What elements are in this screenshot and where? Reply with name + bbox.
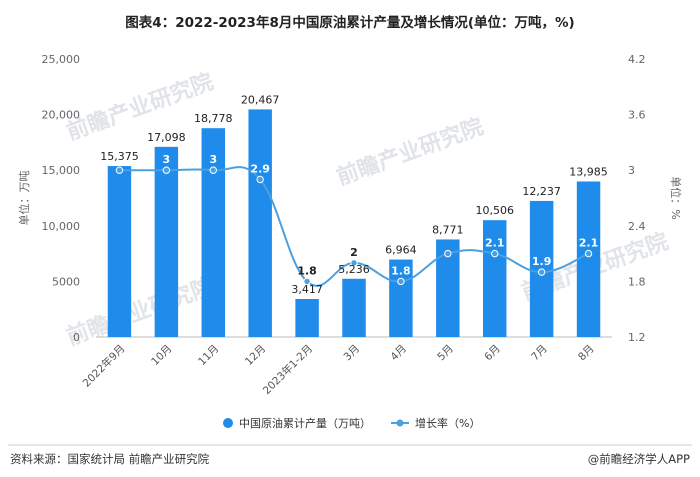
line-value-label: 3 xyxy=(209,153,217,166)
x-tick-label: 3月 xyxy=(341,343,362,364)
line-point xyxy=(444,249,452,258)
x-tick-label: 4月 xyxy=(388,343,409,364)
y-left-tick-label: 5000 xyxy=(52,275,80,288)
x-tick-label: 10月 xyxy=(149,343,174,368)
legend-bar-label: 中国原油累计产量（万吨） xyxy=(239,416,371,430)
bar-value-label: 18,778 xyxy=(194,112,233,125)
bar-value-label: 10,506 xyxy=(475,204,514,217)
bar xyxy=(154,146,179,337)
legend-bar-marker xyxy=(223,418,233,428)
bar-value-label: 15,375 xyxy=(100,150,139,163)
bar xyxy=(436,239,460,337)
y-right-tick-label: 3 xyxy=(628,164,635,177)
bar xyxy=(483,220,507,337)
data-labels: 15,375 17,098 18,778 20,467 3,417 5,236 6,964 8… xyxy=(100,93,608,296)
line-value-label: 1.8 xyxy=(391,264,411,277)
bar-value-label: 20,467 xyxy=(241,93,280,106)
line-point xyxy=(162,166,171,174)
legend-line-label: 增长率（%） xyxy=(415,416,480,430)
line-point xyxy=(350,259,358,267)
line-value-label: 2.1 xyxy=(579,237,599,250)
bar xyxy=(389,259,413,337)
bar-value-label: 5,236 xyxy=(338,263,370,276)
watermark-2: 前瞻产业研究院 xyxy=(333,114,487,191)
line-point xyxy=(256,175,264,184)
line-value-label: 2.9 xyxy=(250,162,270,175)
y-right-tick-label: 2.4 xyxy=(628,220,646,233)
x-tick-label: 2022年9月 xyxy=(80,342,128,390)
brand-note: @前瞻经济学人APP xyxy=(588,452,690,466)
y-right-tick-label: 1.8 xyxy=(628,275,646,288)
y-left-tick-label: 20,000 xyxy=(42,109,81,122)
x-tick-label: 12月 xyxy=(243,343,268,368)
bar-value-label: 13,985 xyxy=(569,165,608,178)
bar xyxy=(107,166,132,337)
line-value-label: 3 xyxy=(163,153,171,166)
x-tick-label: 6月 xyxy=(482,343,503,364)
line-point xyxy=(303,277,311,286)
y-right-axis-title: 单位：% xyxy=(669,176,683,219)
y-right-tick-label: 1.2 xyxy=(628,331,646,344)
x-tick-label: 8月 xyxy=(576,343,597,364)
bar-value-label: 6,964 xyxy=(385,244,417,257)
watermark-4: 前瞻产业研究院 xyxy=(63,274,217,351)
line-point xyxy=(537,268,546,276)
bar-value-label: 12,237 xyxy=(522,185,561,198)
line-point xyxy=(584,249,593,258)
y-left-tick-label: 10,000 xyxy=(42,220,81,233)
bar-value-label: 3,417 xyxy=(291,283,323,296)
growth-rate-line xyxy=(119,166,589,287)
x-tick-label: 7月 xyxy=(529,343,550,364)
bar-value-label: 17,098 xyxy=(147,131,186,144)
y-left-tick-label: 15,000 xyxy=(42,164,81,177)
bar xyxy=(201,128,225,337)
chart-title: 图表4：2022-2023年8月中国原油累计产量及增长情况(单位：万吨，%) xyxy=(125,14,574,31)
line-point xyxy=(209,166,217,174)
line-series xyxy=(115,166,593,287)
bar xyxy=(342,278,366,337)
bar-series xyxy=(107,109,601,338)
line-value-label: 1.9 xyxy=(532,255,552,268)
line-value-label: 2 xyxy=(350,246,358,259)
y-right-tick-label: 3.6 xyxy=(628,109,646,122)
legend: 中国原油累计产量（万吨） 增长率（%） xyxy=(223,416,480,430)
line-value-label: 2.1 xyxy=(485,237,505,250)
watermark-1: 前瞻产业研究院 xyxy=(63,69,217,146)
line-point xyxy=(397,277,405,286)
x-tick-label: 2023年1-2月 xyxy=(260,342,315,397)
bar xyxy=(248,109,272,338)
bar xyxy=(576,181,601,337)
y-left-tick-label: 0 xyxy=(73,331,80,344)
legend-line-marker-dot xyxy=(396,419,404,427)
x-tick-label: 5月 xyxy=(435,343,456,364)
bar xyxy=(295,299,319,337)
line-point xyxy=(491,249,499,258)
y-left-tick-label: 25,000 xyxy=(42,53,81,66)
source-note: 资料来源：国家统计局 前瞻产业研究院 xyxy=(10,452,210,466)
line-value-label: 1.8 xyxy=(297,264,317,277)
y-right-tick-label: 4.2 xyxy=(628,53,646,66)
line-point xyxy=(115,166,124,174)
bar-value-label: 8,771 xyxy=(432,223,464,236)
y-left-axis-title: 单位：万吨 xyxy=(17,171,31,226)
x-tick-label: 11月 xyxy=(196,343,221,368)
